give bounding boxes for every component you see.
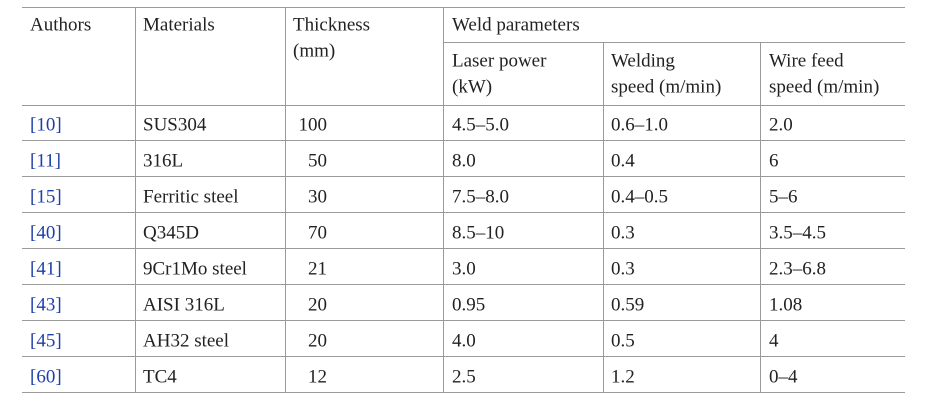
table-cell: 9Cr1Mo steel	[143, 258, 247, 279]
reference-link[interactable]: [11]	[30, 150, 61, 171]
table-cell: TC4	[143, 366, 177, 387]
header-cell: (kW)	[452, 76, 492, 97]
table-cell: 0.5	[611, 330, 635, 351]
table-cell: 100	[299, 114, 328, 135]
table-cell: 0.4–0.5	[611, 186, 668, 207]
table-cell: 1.2	[611, 366, 635, 387]
reference-link[interactable]: [45]	[30, 330, 62, 351]
table-cell: 0.3	[611, 222, 635, 243]
header-cell: speed (m/min)	[611, 76, 721, 97]
table-cell: 2.0	[769, 114, 793, 135]
table-cell: 2.5	[452, 366, 476, 387]
header-cell: Materials	[143, 14, 215, 35]
header-cell: Welding	[611, 50, 675, 71]
table-cell: AISI 316L	[143, 294, 225, 315]
table-cell: 3.0	[452, 258, 476, 279]
table-cell: Ferritic steel	[143, 186, 239, 207]
table-cell: 2.3–6.8	[769, 258, 826, 279]
rules	[22, 7, 905, 393]
header-cell: Wire feed	[769, 50, 844, 71]
table-cell: AH32 steel	[143, 330, 229, 351]
table-cell: 6	[769, 150, 779, 171]
header-cell: speed (m/min)	[769, 76, 879, 97]
table-cell: 4.5–5.0	[452, 114, 509, 135]
table-cell: 12	[308, 366, 327, 387]
table-cell: 0.6–1.0	[611, 114, 668, 135]
header-cell: Authors	[30, 14, 91, 35]
table-cell: 20	[308, 294, 327, 315]
reference-link[interactable]: [10]	[30, 114, 62, 135]
reference-link[interactable]: [60]	[30, 366, 62, 387]
header-cell: Laser power	[452, 50, 547, 71]
table-cell: Q345D	[143, 222, 199, 243]
table-cell: 5–6	[769, 186, 798, 207]
reference-link[interactable]: [41]	[30, 258, 62, 279]
table-cell: 0.3	[611, 258, 635, 279]
table-cell: 20	[308, 330, 327, 351]
reference-link[interactable]: [40]	[30, 222, 62, 243]
table-cell: 0.59	[611, 294, 644, 315]
table-cell: 0.4	[611, 150, 635, 171]
header-cell: Weld parameters	[452, 14, 580, 35]
table-cell: 1.08	[769, 294, 802, 315]
table-cell: 50	[308, 150, 327, 171]
table-cell: 30	[308, 186, 327, 207]
table-cell: 0.95	[452, 294, 485, 315]
table-cell: 0–4	[769, 366, 798, 387]
table-cell: 3.5–4.5	[769, 222, 826, 243]
header-cell: Thickness	[293, 14, 370, 35]
reference-link[interactable]: [15]	[30, 186, 62, 207]
table-cell: 4	[769, 330, 779, 351]
header-cell: (mm)	[293, 40, 335, 61]
table-cell: 8.5–10	[452, 222, 504, 243]
table-cell: 7.5–8.0	[452, 186, 509, 207]
table-cell: 8.0	[452, 150, 476, 171]
table-cell: 316L	[143, 150, 183, 171]
table-cell: 4.0	[452, 330, 476, 351]
reference-link[interactable]: [43]	[30, 294, 62, 315]
table-cell: SUS304	[143, 114, 207, 135]
table-cell: 70	[308, 222, 327, 243]
table-cell: 21	[308, 258, 327, 279]
